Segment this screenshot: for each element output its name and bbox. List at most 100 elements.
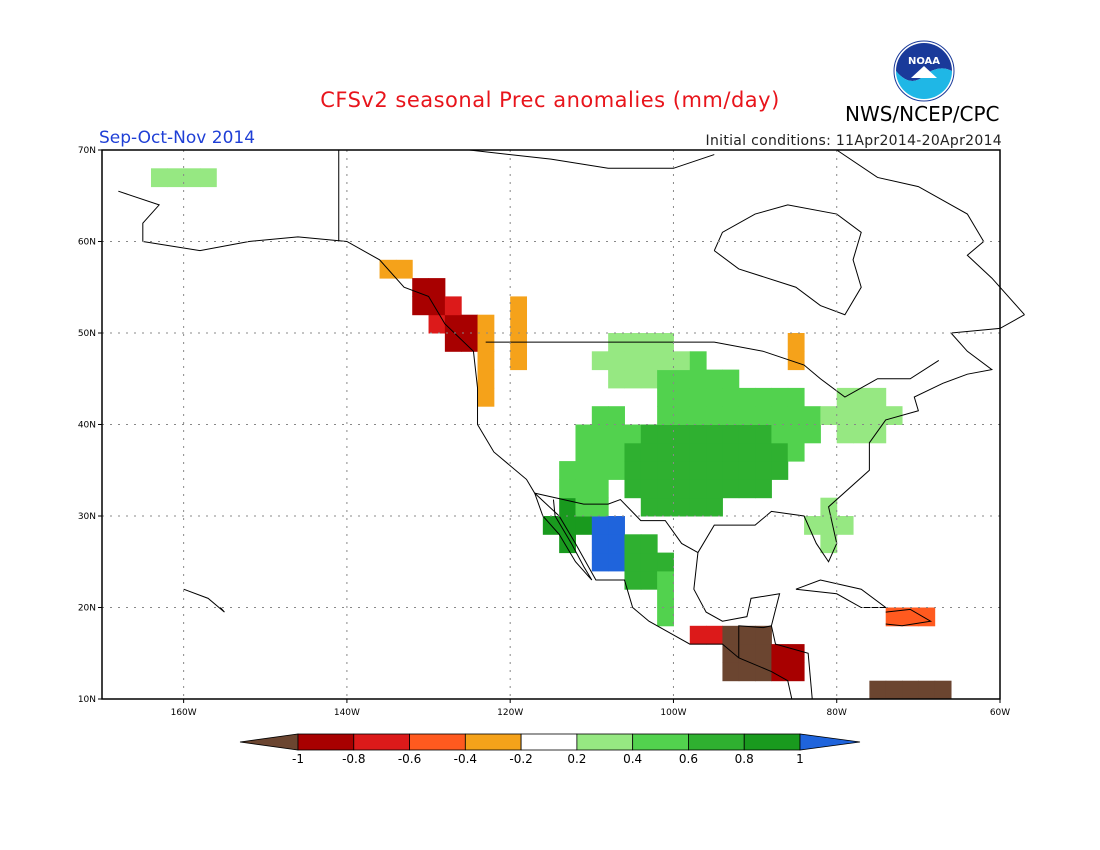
anomaly-cell xyxy=(591,351,609,371)
anomaly-cell xyxy=(444,296,462,316)
anomaly-cell xyxy=(722,369,740,389)
anomaly-cell xyxy=(575,424,593,444)
anomaly-cell xyxy=(461,333,479,352)
anomaly-cell xyxy=(722,442,740,462)
colorbar-high-arrow xyxy=(799,733,861,751)
anomaly-cell xyxy=(591,516,609,535)
anomaly-cell xyxy=(787,644,805,663)
colorbar-label: -0.8 xyxy=(342,752,365,766)
anomaly-cell xyxy=(885,406,903,425)
anomaly-cell xyxy=(575,461,593,480)
anomaly-cell xyxy=(624,351,642,371)
lat-tick-label: 40N xyxy=(78,421,96,431)
anomaly-cell xyxy=(918,607,936,627)
anomaly-cell xyxy=(738,424,756,444)
anomaly-cell xyxy=(673,387,691,407)
anomaly-cell xyxy=(591,479,609,499)
anomaly-cell xyxy=(608,351,625,371)
coast-line xyxy=(534,492,593,581)
anomaly-cell xyxy=(199,168,217,188)
anomaly-cell xyxy=(689,442,707,462)
anomaly-cell xyxy=(722,662,740,682)
anomaly-cell xyxy=(673,406,691,425)
colorbar-label: -0.2 xyxy=(509,752,532,766)
lon-tick-label: 120W xyxy=(497,708,523,718)
anomaly-cell xyxy=(738,662,756,682)
anomaly-cell xyxy=(689,479,707,499)
anomaly-cell xyxy=(167,168,185,188)
anomaly-cell xyxy=(820,534,838,554)
anomaly-cell xyxy=(477,369,495,389)
anomaly-cell xyxy=(771,442,789,462)
lon-tick-label: 60W xyxy=(990,708,1010,718)
lat-tick-label: 50N xyxy=(78,329,96,339)
anomaly-cell xyxy=(510,351,528,371)
anomaly-cell xyxy=(657,442,674,462)
lat-tick-label: 20N xyxy=(78,604,96,614)
anomaly-cell xyxy=(787,406,805,425)
anomaly-cell xyxy=(706,461,723,480)
anomaly-cell xyxy=(624,552,642,572)
anomaly-cell xyxy=(934,680,952,700)
anomaly-cell xyxy=(673,461,691,480)
anomaly-cell xyxy=(559,479,576,499)
anomaly-cell xyxy=(624,570,642,590)
agency-label: NWS/NCEP/CPC xyxy=(845,102,1000,126)
axis-ticks: 70N 60N 50N 40N 30N 20N 10N 160W 140W 120W 100W 80W… xyxy=(78,146,1010,718)
anomaly-cell xyxy=(673,442,691,462)
anomaly-cell xyxy=(755,644,772,663)
anomaly-cell xyxy=(722,461,740,480)
colorbar-swatch xyxy=(297,733,355,751)
anomaly-cell xyxy=(771,644,789,663)
anomaly-cell xyxy=(673,351,691,371)
colorbar-label: -0.6 xyxy=(398,752,421,766)
colorbar-swatch xyxy=(688,733,745,751)
anomaly-cell xyxy=(885,607,903,627)
colorbar-swatch xyxy=(743,733,801,751)
anomaly-cell xyxy=(738,406,756,425)
svg-text:NOAA: NOAA xyxy=(908,56,940,67)
anomaly-cell xyxy=(755,479,772,499)
anomaly-cell xyxy=(477,314,495,334)
colorbar-swatch xyxy=(576,733,634,751)
colorbar-label: -0.4 xyxy=(454,752,477,766)
anomaly-cell xyxy=(722,644,740,663)
anomaly-cell xyxy=(853,406,870,425)
coast-line xyxy=(885,608,933,627)
anomaly-cell xyxy=(738,387,756,407)
anomaly-cell xyxy=(722,387,740,407)
anomaly-cell xyxy=(657,497,674,517)
anomaly-cell xyxy=(657,369,674,389)
chart-title: CFSv2 seasonal Prec anomalies (mm/day) xyxy=(320,88,780,112)
anomaly-cell xyxy=(575,497,593,517)
anomaly-cell xyxy=(787,387,805,407)
anomaly-cell xyxy=(510,314,528,334)
anomaly-cell xyxy=(738,479,756,499)
anomaly-cell xyxy=(787,662,805,682)
coast-line xyxy=(836,149,1025,316)
anomaly-cell xyxy=(771,406,789,425)
anomaly-cell xyxy=(591,424,609,444)
coastlines xyxy=(118,149,1025,700)
anomaly-cell xyxy=(575,516,593,535)
anomaly-cell xyxy=(787,351,805,371)
anomaly-cell xyxy=(706,442,723,462)
anomaly-cell xyxy=(608,369,625,389)
anomaly-cell xyxy=(150,168,168,188)
lon-tick-label: 160W xyxy=(171,708,197,718)
anomaly-cell xyxy=(444,333,462,352)
anomaly-cell xyxy=(706,387,723,407)
anomaly-cell xyxy=(575,479,593,499)
anomaly-cell xyxy=(657,387,674,407)
anomaly-cell xyxy=(918,680,936,700)
anomaly-cell xyxy=(608,442,625,462)
anomaly-cell xyxy=(640,442,658,462)
anomaly-cell xyxy=(771,424,789,444)
anomaly-cell xyxy=(771,662,789,682)
anomaly-cell xyxy=(575,442,593,462)
anomaly-cell xyxy=(689,424,707,444)
anomaly-cell xyxy=(706,406,723,425)
anomaly-cell xyxy=(722,625,740,645)
colorbar: -1 -0.8 -0.6 -0.4 -0.2 0.2 0.4 0.6 0.8 1 xyxy=(239,733,861,766)
